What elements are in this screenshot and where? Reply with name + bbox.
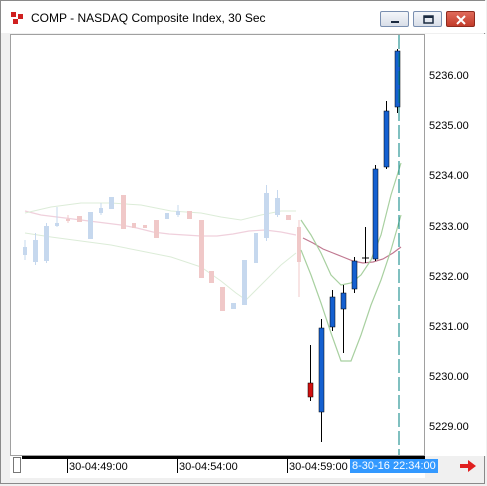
- restore-icon: [423, 15, 434, 24]
- red-right-arrow-icon[interactable]: [459, 459, 477, 473]
- price-label: 5235.00: [429, 120, 469, 132]
- moving-average: [302, 237, 402, 264]
- recent-candles: [307, 49, 401, 442]
- price-label: 5232.00: [429, 271, 469, 283]
- restore-button[interactable]: [413, 11, 442, 27]
- close-button[interactable]: [446, 11, 475, 27]
- time-label: 30-04:54:00: [179, 461, 238, 473]
- time-axis[interactable]: 30-04:49:00 30-04:54:00 30-04:59:00 8-30…: [10, 456, 438, 478]
- minimize-icon: [391, 21, 399, 23]
- faded-candles: [23, 185, 301, 311]
- time-axis-bar: [22, 456, 425, 459]
- lower-band: [300, 214, 402, 362]
- price-axis: 5236.00 5235.00 5234.00 5233.00 5232.00 …: [425, 34, 486, 456]
- chart-plot-area[interactable]: [10, 34, 425, 456]
- minimize-button[interactable]: [380, 11, 409, 27]
- close-icon: [456, 15, 466, 25]
- time-label: 30-04:49:00: [69, 461, 128, 473]
- price-label: 5229.00: [429, 421, 469, 433]
- title-bar[interactable]: COMP - NASDAQ Composite Index, 30 Sec: [1, 1, 486, 33]
- price-label: 5233.00: [429, 221, 469, 233]
- price-label: 5231.00: [429, 321, 469, 333]
- moving-average-faded: [24, 210, 297, 237]
- candlestick-chart: [23, 35, 402, 455]
- price-label: 5234.00: [429, 170, 469, 182]
- window-title: COMP - NASDAQ Composite Index, 30 Sec: [31, 11, 266, 25]
- upper-band: [300, 162, 402, 286]
- upper-band-faded: [24, 202, 296, 221]
- scroll-handle[interactable]: [13, 457, 21, 473]
- cursor-time-label: 8-30-16 22:34:00: [350, 459, 438, 473]
- time-label: 30-04:59:00: [289, 461, 348, 473]
- chart-app-icon: [11, 12, 23, 24]
- time-tick: [67, 459, 68, 473]
- time-tick: [287, 459, 288, 473]
- price-label: 5230.00: [429, 371, 469, 383]
- price-label: 5236.00: [429, 70, 469, 82]
- time-tick: [177, 459, 178, 473]
